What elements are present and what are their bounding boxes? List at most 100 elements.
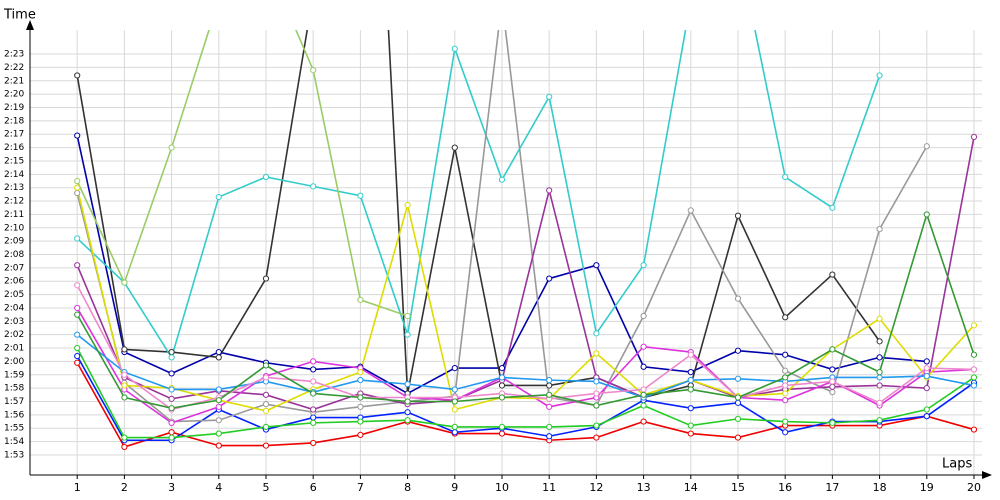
y-tick-label: 2:12	[4, 197, 24, 207]
y-tick-label: 2:22	[4, 63, 24, 73]
data-point	[970, 322, 978, 329]
x-tick-label: 11	[542, 481, 556, 494]
data-point	[310, 358, 317, 365]
data-point	[262, 362, 270, 369]
data-point	[215, 354, 222, 361]
x-tick-label: 8	[404, 481, 411, 494]
series-line	[76, 362, 975, 448]
data-point	[923, 385, 930, 392]
data-point	[310, 419, 317, 426]
data-point	[404, 398, 411, 405]
data-point	[923, 413, 930, 420]
data-point	[168, 405, 175, 412]
data-point	[215, 193, 222, 201]
data-point	[876, 72, 883, 79]
data-point	[923, 364, 930, 372]
data-point	[357, 394, 364, 401]
data-point	[829, 419, 836, 426]
data-point	[451, 386, 458, 393]
y-axis-arrow	[26, 20, 34, 30]
data-point	[876, 315, 883, 322]
data-point	[215, 386, 222, 393]
data-point	[74, 311, 81, 318]
data-point	[829, 366, 836, 373]
x-tick-label: 2	[121, 481, 128, 494]
y-tick-label: 1:57	[4, 397, 24, 407]
y-tick-label: 2:10	[4, 223, 24, 233]
data-point	[687, 369, 694, 376]
data-point	[970, 366, 978, 373]
data-point	[734, 295, 742, 302]
data-point	[215, 348, 222, 356]
data-point	[640, 262, 647, 269]
data-point	[876, 226, 883, 233]
data-point	[829, 389, 836, 396]
x-tick-label: 19	[920, 481, 934, 494]
y-tick-label: 2:11	[4, 210, 24, 220]
data-point	[498, 430, 506, 437]
x-tick-label: 14	[684, 481, 698, 494]
data-point	[593, 330, 600, 337]
data-point	[829, 204, 836, 211]
data-point	[546, 403, 553, 410]
data-point	[687, 386, 694, 393]
data-point	[923, 373, 930, 380]
data-point	[970, 426, 978, 433]
x-axis-label: Laps	[942, 457, 972, 472]
x-tick-label: 17	[825, 481, 839, 494]
data-point	[876, 354, 883, 361]
data-point	[310, 390, 317, 397]
data-point	[215, 442, 222, 449]
data-point	[970, 382, 978, 389]
data-point	[876, 382, 883, 389]
data-point	[215, 417, 222, 424]
data-point	[829, 271, 836, 278]
data-point	[640, 402, 647, 409]
y-tick-label: 2:21	[4, 76, 24, 86]
x-tick-label: 13	[637, 481, 651, 494]
series-line	[76, 187, 975, 412]
data-point	[687, 405, 694, 412]
data-point	[734, 394, 742, 401]
y-tick-label: 2:16	[4, 143, 24, 153]
data-point	[168, 370, 175, 377]
data-point	[357, 377, 364, 384]
data-point	[74, 72, 81, 79]
data-point	[687, 430, 694, 437]
y-tick-label: 2:08	[4, 250, 24, 260]
y-tick-label: 2:07	[4, 263, 24, 273]
data-point	[593, 262, 600, 269]
data-point	[168, 434, 175, 441]
x-tick-label: 18	[873, 481, 887, 494]
y-tick-label: 2:14	[4, 170, 24, 180]
y-tick-label: 2:20	[4, 90, 24, 100]
data-point	[262, 173, 270, 181]
data-point	[215, 403, 222, 410]
data-point	[498, 394, 506, 401]
data-point	[168, 395, 175, 402]
data-point	[310, 183, 317, 190]
data-point	[262, 374, 270, 381]
x-tick-label: 3	[168, 481, 175, 494]
y-tick-label: 2:04	[4, 303, 24, 313]
data-point	[499, 0, 504, 3]
data-point	[876, 338, 883, 345]
data-point	[734, 375, 742, 382]
data-point	[687, 377, 694, 384]
data-point	[357, 369, 364, 376]
data-point	[498, 364, 506, 372]
data-point	[74, 331, 81, 338]
data-point	[782, 173, 789, 181]
data-point	[593, 350, 600, 357]
data-point	[829, 378, 836, 385]
data-point	[357, 296, 364, 304]
data-point	[404, 409, 411, 416]
data-point	[734, 415, 742, 422]
x-tick-label: 6	[310, 481, 317, 494]
data-point	[876, 417, 883, 424]
data-point	[451, 45, 458, 52]
data-point	[498, 382, 506, 389]
data-point	[546, 93, 553, 100]
data-point	[310, 66, 317, 74]
